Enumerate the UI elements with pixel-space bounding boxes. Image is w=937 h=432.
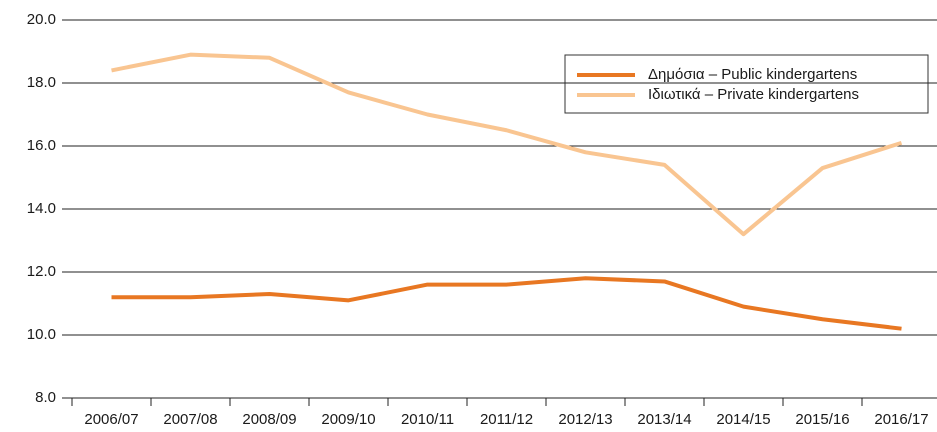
y-tick-label: 16.0	[27, 137, 56, 154]
x-tick-label: 2014/15	[716, 411, 770, 428]
x-tick-label: 2007/08	[163, 411, 217, 428]
x-tick-label: 2016/17	[874, 411, 928, 428]
series-line	[111, 276, 902, 331]
legend-label: Δημόσια – Public kindergartens	[648, 66, 857, 83]
x-tick-label: 2011/12	[480, 411, 533, 428]
x-tick-label: 2013/14	[637, 411, 691, 428]
y-tick-label: 8.0	[35, 389, 56, 406]
y-tick-label: 20.0	[27, 11, 56, 28]
x-tick-label: 2012/13	[558, 411, 612, 428]
y-tick-label: 14.0	[27, 200, 56, 217]
x-tick-label: 2009/10	[321, 411, 375, 428]
x-tick-label: 2010/11	[401, 411, 454, 428]
x-tick-label: 2008/09	[242, 411, 296, 428]
x-tick-label: 2006/07	[84, 411, 138, 428]
series-line	[111, 52, 903, 237]
y-tick-label: 18.0	[27, 74, 56, 91]
legend-box	[564, 54, 929, 114]
x-tick-label: 2015/16	[795, 411, 849, 428]
y-tick-label: 10.0	[27, 326, 56, 343]
y-tick-label: 12.0	[27, 263, 56, 280]
legend-label: Ιδιωτικά – Private kindergartens	[648, 86, 859, 103]
